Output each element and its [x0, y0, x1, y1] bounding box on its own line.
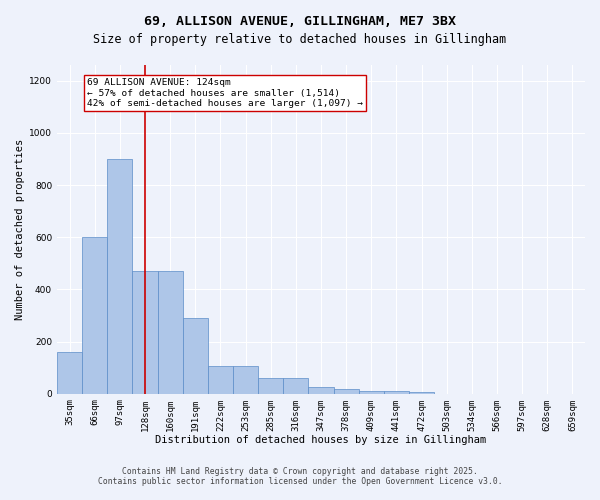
Bar	[158, 271, 183, 394]
Bar	[334, 389, 359, 394]
Text: 69, ALLISON AVENUE, GILLINGHAM, ME7 3BX: 69, ALLISON AVENUE, GILLINGHAM, ME7 3BX	[144, 15, 456, 28]
Bar	[359, 390, 384, 394]
Bar	[82, 237, 107, 394]
Bar	[409, 392, 434, 394]
Text: Contains public sector information licensed under the Open Government Licence v3: Contains public sector information licen…	[98, 477, 502, 486]
Bar	[133, 271, 158, 394]
X-axis label: Distribution of detached houses by size in Gillingham: Distribution of detached houses by size …	[155, 435, 487, 445]
Text: Size of property relative to detached houses in Gillingham: Size of property relative to detached ho…	[94, 32, 506, 46]
Bar	[57, 352, 82, 394]
Bar	[183, 318, 208, 394]
Bar	[258, 378, 283, 394]
Bar	[384, 391, 409, 394]
Bar	[208, 366, 233, 394]
Text: 69 ALLISON AVENUE: 124sqm
← 57% of detached houses are smaller (1,514)
42% of se: 69 ALLISON AVENUE: 124sqm ← 57% of detac…	[87, 78, 363, 108]
Bar	[283, 378, 308, 394]
Bar	[233, 366, 258, 394]
Bar	[107, 159, 133, 394]
Text: Contains HM Land Registry data © Crown copyright and database right 2025.: Contains HM Land Registry data © Crown c…	[122, 467, 478, 476]
Y-axis label: Number of detached properties: Number of detached properties	[15, 138, 25, 320]
Bar	[308, 387, 334, 394]
